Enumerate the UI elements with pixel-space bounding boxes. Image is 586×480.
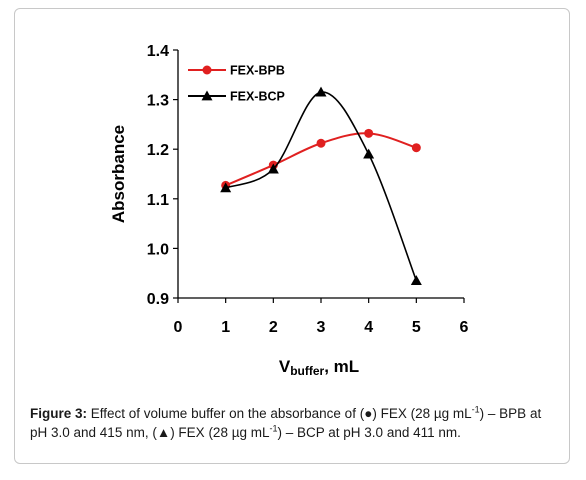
figure-frame bbox=[14, 8, 570, 464]
y-tick-label: 1.4 bbox=[147, 43, 169, 60]
caption-text-3: ) – BCP at pH 3.0 and 411 nm. bbox=[277, 425, 461, 440]
legend-label-fex-bpb: FEX-BPB bbox=[230, 64, 285, 78]
caption-text-1: Effect of volume buffer on the absorbanc… bbox=[87, 406, 472, 421]
data-point-fex-bcp bbox=[315, 86, 327, 97]
legend-marker-fex-bcp bbox=[201, 90, 213, 101]
x-tick-label: 4 bbox=[364, 319, 373, 336]
y-tick-label: 1.2 bbox=[147, 142, 169, 159]
y-axis-label: Absorbance bbox=[109, 125, 128, 223]
data-point-fex-bpb bbox=[411, 143, 421, 153]
caption-sup-2: -1 bbox=[269, 423, 278, 434]
data-point-fex-bcp bbox=[220, 182, 232, 193]
data-point-fex-bcp bbox=[267, 163, 279, 174]
x-axis-label: Vbuffer, mL bbox=[279, 357, 359, 378]
x-tick-label: 5 bbox=[412, 319, 421, 336]
x-tick-label: 1 bbox=[221, 319, 230, 336]
caption-sup-1: -1 bbox=[471, 404, 480, 415]
legend-label-fex-bcp: FEX-BCP bbox=[230, 90, 285, 104]
x-tick-label: 2 bbox=[269, 319, 278, 336]
data-point-fex-bpb bbox=[364, 128, 374, 138]
y-tick-label: 0.9 bbox=[147, 291, 169, 308]
y-tick-label: 1.0 bbox=[147, 241, 169, 258]
chart-axes: 0.9 1.0 1.1 1.2 1.3 1.4 0 1 2 3 4 5 6 Absorbance Vbuff… bbox=[109, 43, 469, 378]
x-tick-label: 6 bbox=[460, 319, 469, 336]
caption-label: Figure 3: bbox=[30, 406, 88, 421]
data-point-fex-bcp bbox=[410, 275, 422, 286]
figure-caption: Figure 3: Effect of volume buffer on the… bbox=[30, 404, 560, 442]
series-line-fex-bcp bbox=[225, 91, 418, 281]
x-tick-label: 3 bbox=[317, 319, 326, 336]
x-tick-label: 0 bbox=[174, 319, 183, 336]
caption-text-2: ) – BPB at pH 3.0 and 415 nm, (▲) FEX (2… bbox=[30, 406, 542, 440]
absorbance-chart: 0.9 1.0 1.1 1.2 1.3 1.4 0 1 2 3 4 5 6 Absorbance Vbuff… bbox=[109, 43, 469, 378]
chart-series bbox=[220, 86, 422, 286]
y-tick-label: 1.1 bbox=[147, 192, 169, 209]
legend-marker-fex-bpb bbox=[202, 65, 212, 75]
y-tick-label: 1.3 bbox=[147, 93, 169, 110]
data-point-fex-bcp bbox=[363, 148, 375, 159]
data-point-fex-bpb bbox=[316, 138, 326, 148]
chart-legend: FEX-BPB FEX-BCP bbox=[188, 64, 285, 104]
